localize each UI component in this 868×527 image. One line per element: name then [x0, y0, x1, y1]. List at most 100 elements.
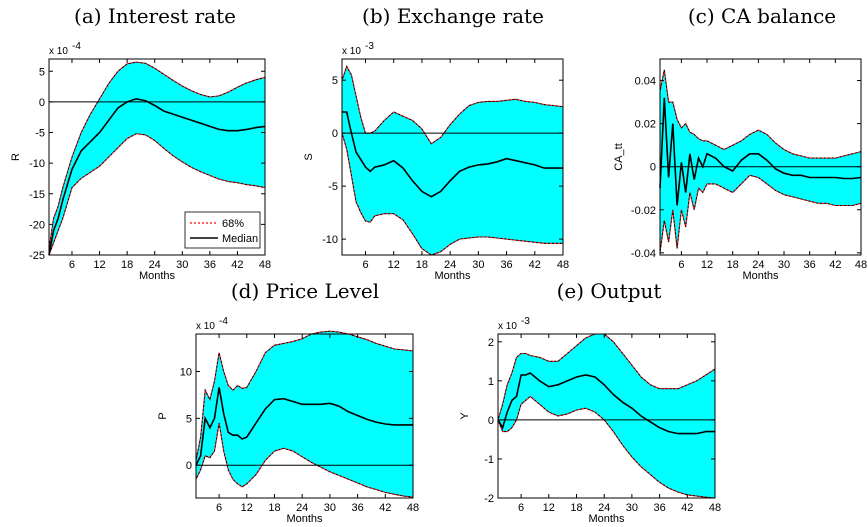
- y-tick-label: 5: [332, 75, 338, 87]
- x-tick-label: 36: [351, 502, 363, 514]
- x-axis-label: Months: [434, 270, 471, 282]
- scale-factor: x 10: [342, 46, 361, 57]
- confidence-band: [660, 69, 861, 253]
- x-tick-label: 6: [518, 502, 524, 514]
- y-tick-label: 10: [180, 366, 192, 378]
- legend-median-label: Median: [222, 233, 258, 245]
- x-tick-label: 6: [362, 259, 368, 271]
- band-upper-line: [497, 333, 716, 421]
- chart-c: (c) CA balance 6 12 18 24 30 36 42 48 -0.04 -0.02 0…: [613, 4, 867, 282]
- plot-frame: [195, 333, 414, 499]
- y-tick-label: 0.02: [635, 119, 656, 131]
- band-lower-line-dots: [659, 174, 862, 253]
- x-axis-label: Months: [286, 513, 323, 525]
- confidence-band: [196, 331, 413, 498]
- y-tick-label: -0.02: [631, 205, 656, 217]
- x-tick-label: 12: [93, 259, 105, 271]
- chart-title: (d) Price Level: [231, 279, 379, 303]
- band-lower-line-dots: [48, 133, 266, 256]
- scale-exponent: -3: [521, 316, 530, 327]
- band-upper-line: [195, 330, 414, 461]
- y-tick-label: -10: [322, 234, 338, 246]
- median-line: [48, 97, 266, 256]
- x-axis-label: Months: [588, 513, 625, 525]
- x-axis-label: Months: [139, 270, 176, 282]
- x-tick-label: 48: [855, 259, 867, 271]
- plot-frame: [48, 58, 266, 256]
- chart-title: (e) Output: [557, 279, 662, 303]
- x-tick-label: 48: [557, 259, 569, 271]
- x-tick-label: 6: [678, 259, 684, 271]
- band-lower-line: [659, 174, 862, 253]
- x-tick-label: 18: [268, 502, 280, 514]
- x-tick-label: 12: [543, 502, 555, 514]
- plot-frame: [497, 333, 716, 499]
- scale-factor: x 10: [196, 321, 215, 332]
- band-upper-line-dots: [659, 69, 862, 159]
- x-tick-label: 30: [472, 259, 484, 271]
- y-axis-label: R: [10, 153, 22, 161]
- x-tick-label: 24: [598, 502, 610, 514]
- chart-title: (a) Interest rate: [74, 4, 236, 28]
- band-lower-line: [341, 133, 563, 256]
- y-tick-label: 0.04: [635, 76, 656, 88]
- y-tick-label: 0: [488, 415, 494, 427]
- band-lower-line: [497, 395, 716, 499]
- y-tick-label: -10: [29, 158, 45, 170]
- chart-title: (b) Exchange rate: [362, 4, 544, 28]
- y-tick-label: 5: [39, 66, 45, 78]
- x-axis-label: Months: [742, 270, 779, 282]
- confidence-band: [49, 62, 265, 255]
- x-tick-label: 42: [829, 259, 841, 271]
- y-tick-label: 1: [488, 376, 494, 388]
- band-upper-line-dots: [341, 65, 564, 145]
- scale-exponent: -3: [365, 41, 374, 52]
- chart-title: (c) CA balance: [688, 4, 836, 28]
- band-lower-line: [48, 133, 266, 256]
- y-axis-label: CA_tt: [613, 143, 625, 171]
- x-tick-label: 42: [529, 259, 541, 271]
- scale-factor: x 10: [498, 321, 517, 332]
- plot-frame: [659, 58, 862, 256]
- median-line: [497, 372, 715, 435]
- y-tick-label: -25: [29, 250, 45, 262]
- band-upper-line: [48, 61, 266, 249]
- confidence-band: [342, 66, 563, 256]
- x-tick-label: 42: [231, 259, 243, 271]
- x-tick-label: 36: [500, 259, 512, 271]
- band-upper-line: [341, 65, 564, 145]
- y-tick-label: 0: [332, 128, 338, 140]
- median-line: [342, 111, 563, 198]
- y-tick-label: 0: [186, 460, 192, 472]
- y-tick-label: -15: [29, 189, 45, 201]
- x-tick-label: 30: [626, 502, 638, 514]
- x-tick-label: 24: [752, 259, 764, 271]
- band-upper-line-dots: [195, 330, 414, 461]
- x-tick-label: 12: [241, 502, 253, 514]
- scale-exponent: -4: [219, 316, 228, 327]
- x-tick-label: 36: [204, 259, 216, 271]
- y-tick-label: -0.04: [631, 248, 656, 260]
- y-tick-label: -20: [29, 219, 45, 231]
- x-tick-label: 12: [388, 259, 400, 271]
- x-tick-label: 48: [709, 502, 721, 514]
- scale-exponent: -4: [72, 41, 81, 52]
- x-tick-label: 36: [653, 502, 665, 514]
- scale-factor: x 10: [49, 46, 68, 57]
- median-line: [195, 387, 413, 466]
- median-line: [659, 97, 862, 206]
- x-tick-label: 42: [681, 502, 693, 514]
- x-tick-label: 24: [296, 502, 308, 514]
- y-axis-label: Y: [459, 412, 471, 420]
- y-tick-label: -1: [484, 454, 494, 466]
- x-tick-label: 30: [324, 502, 336, 514]
- x-tick-label: 6: [69, 259, 75, 271]
- x-tick-label: 12: [701, 259, 713, 271]
- y-tick-label: -2: [484, 493, 494, 505]
- x-tick-label: 48: [259, 259, 271, 271]
- y-tick-label: 5: [186, 413, 192, 425]
- x-tick-label: 30: [176, 259, 188, 271]
- confidence-band: [498, 334, 715, 498]
- legend: 68% Median: [184, 211, 261, 249]
- band-lower-line-dots: [195, 422, 414, 498]
